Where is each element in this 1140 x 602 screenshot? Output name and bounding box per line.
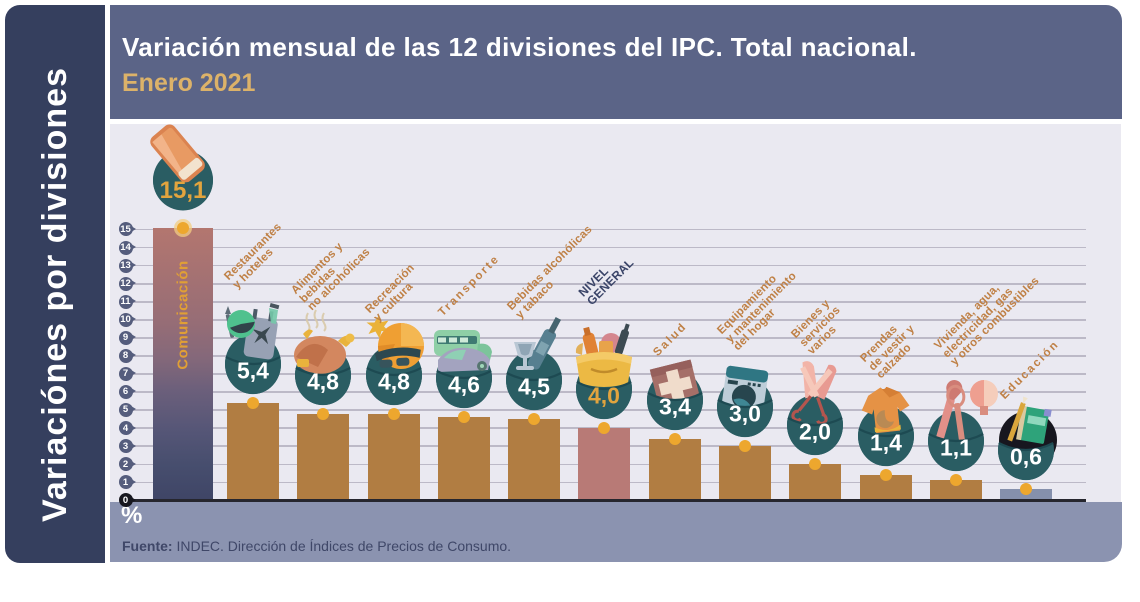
- svg-text:3,0: 3,0: [729, 401, 761, 427]
- svg-text:0,6: 0,6: [1010, 444, 1042, 470]
- svg-text:1,1: 1,1: [940, 435, 972, 461]
- svg-text:4,8: 4,8: [307, 368, 339, 394]
- svg-text:1,4: 1,4: [870, 429, 902, 455]
- svg-text:4,6: 4,6: [448, 372, 480, 398]
- svg-text:2,0: 2,0: [799, 419, 831, 445]
- svg-text:4,5: 4,5: [518, 374, 550, 400]
- svg-text:15,1: 15,1: [159, 177, 206, 204]
- svg-text:4,0: 4,0: [588, 383, 620, 409]
- svg-text:3,4: 3,4: [659, 393, 691, 419]
- svg-text:4,8: 4,8: [378, 368, 410, 394]
- svg-text:5,4: 5,4: [237, 357, 269, 383]
